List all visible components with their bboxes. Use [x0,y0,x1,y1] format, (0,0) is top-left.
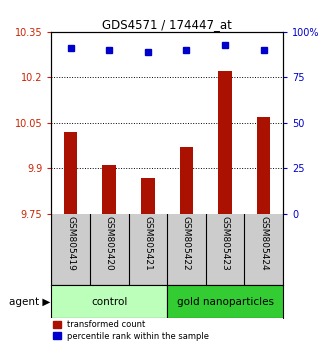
Bar [51,285,167,318]
Bar [218,71,232,214]
Bar [180,147,193,214]
Text: GSM805424: GSM805424 [259,216,268,271]
Text: GSM805420: GSM805420 [105,216,114,271]
Title: GDS4571 / 174447_at: GDS4571 / 174447_at [102,18,232,31]
Bar [64,132,77,214]
Text: gold nanoparticles: gold nanoparticles [176,297,274,307]
Text: GSM805419: GSM805419 [66,216,75,271]
Text: GSM805422: GSM805422 [182,216,191,271]
Text: agent ▶: agent ▶ [9,297,50,307]
Bar [257,117,270,214]
Bar [141,177,155,214]
Bar [103,165,116,214]
Text: GSM805421: GSM805421 [143,216,152,271]
Bar [167,285,283,318]
Text: control: control [91,297,127,307]
Legend: transformed count, percentile rank within the sample: transformed count, percentile rank withi… [53,320,209,341]
Text: GSM805423: GSM805423 [220,216,230,271]
